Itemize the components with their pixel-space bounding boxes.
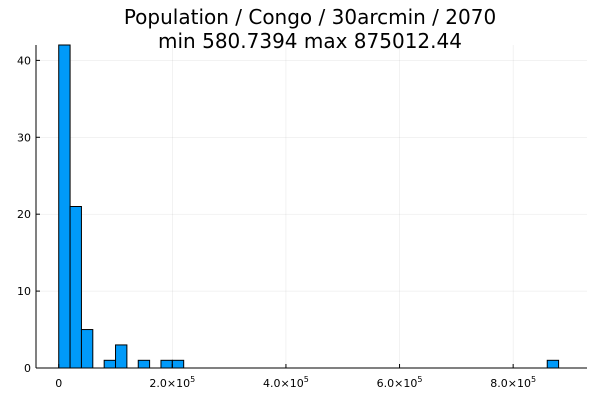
- y-tick-label: 20: [17, 208, 31, 221]
- histogram-bar: [103, 359, 117, 369]
- x-tick-label: 2.0×105: [149, 375, 195, 390]
- histogram-bar: [546, 359, 560, 369]
- histogram-bar: [137, 359, 151, 369]
- x-tick-label: 0: [55, 377, 62, 390]
- histogram-bar: [58, 44, 71, 369]
- grid-lines: [36, 45, 587, 369]
- histogram-bars: [58, 44, 560, 369]
- histogram-bar: [171, 359, 185, 369]
- y-tick-label: 30: [17, 131, 31, 144]
- y-tick-label: 40: [17, 54, 31, 67]
- x-tick-label: 6.0×105: [377, 375, 423, 390]
- histogram-bar: [69, 206, 82, 369]
- y-tick-label: 10: [17, 285, 31, 298]
- tick-labels: 0 2.0×105 4.0×105 6.0×105 8.0×105 0 10 20 30 40: [17, 54, 536, 390]
- x-tick-label: 4.0×105: [263, 375, 309, 390]
- chart-title-line-2: min 580.7394 max 875012.44: [158, 29, 462, 53]
- x-tick-label: 8.0×105: [490, 375, 536, 390]
- y-tick-label: 0: [24, 362, 31, 375]
- histogram-bar: [160, 359, 173, 369]
- axes: [35, 45, 587, 369]
- histogram-bar: [115, 344, 128, 369]
- histogram-bar: [80, 329, 94, 369]
- chart-title-line-1: Population / Congo / 30arcmin / 2070: [124, 5, 496, 29]
